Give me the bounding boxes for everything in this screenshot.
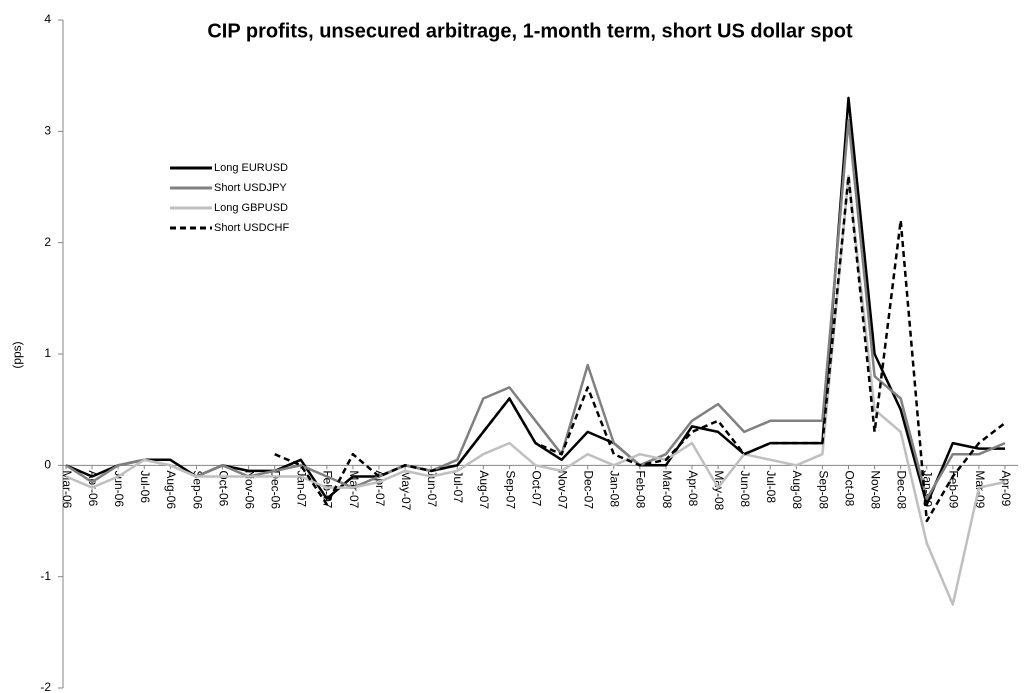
- x-tick-label: Oct-06: [216, 470, 230, 506]
- x-tick-label: Jun-08: [738, 470, 752, 507]
- y-tick-label: 3: [44, 124, 51, 138]
- x-tick-label: Aug-07: [477, 470, 491, 509]
- x-tick-label: Sep-08: [816, 470, 830, 509]
- x-tick-label: Sep-06: [190, 470, 204, 509]
- x-tick-label: Jun-06: [112, 470, 126, 507]
- x-tick-label: Nov-06: [242, 470, 256, 509]
- y-tick-label: 0: [44, 458, 51, 472]
- x-tick-label: Nov-08: [868, 470, 882, 509]
- series-line: [65, 174, 1006, 606]
- x-tick-label: May-08: [712, 470, 726, 510]
- y-tick-label: 1: [44, 346, 51, 360]
- x-tick-label: Mar-06: [60, 470, 74, 508]
- x-tick-label: Apr-08: [686, 470, 700, 506]
- x-tick-label: Oct-07: [529, 470, 543, 506]
- x-tick-label: Feb-09: [947, 470, 961, 508]
- x-tick-label: Apr-09: [999, 470, 1013, 506]
- x-tick-label: Oct-08: [842, 470, 856, 506]
- legend-label: Short USDCHF: [214, 222, 289, 234]
- legend-label: Long GBPUSD: [214, 202, 288, 214]
- series-line: [274, 174, 1006, 523]
- x-tick-label: Sep-07: [503, 470, 517, 509]
- x-tick-label: Feb-07: [321, 470, 335, 508]
- y-tick-label: -1: [40, 569, 51, 583]
- x-tick-label: Dec-06: [268, 470, 282, 509]
- y-axis-label: (pps): [10, 341, 24, 368]
- x-tick-label: Jun-07: [425, 470, 439, 507]
- x-tick-label: Aug-06: [164, 470, 178, 509]
- x-tick-label: Jul-08: [764, 470, 778, 503]
- legend-label: Long EURUSD: [214, 162, 288, 174]
- x-tick-label: Feb-08: [634, 470, 648, 508]
- y-tick-label: -2: [40, 680, 51, 693]
- x-tick-label: Aug-08: [790, 470, 804, 509]
- chart-title: CIP profits, unsecured arbitrage, 1-mont…: [207, 20, 853, 42]
- x-tick-label: Dec-07: [581, 470, 595, 509]
- x-tick-label: Jul-07: [451, 470, 465, 503]
- x-tick-label: May-07: [399, 470, 413, 510]
- y-tick-label: 4: [44, 12, 51, 26]
- x-tick-label: Mar-08: [660, 470, 674, 508]
- x-tick-label: Jan-08: [608, 470, 622, 507]
- series-line: [65, 118, 1006, 500]
- x-tick-label: Jul-06: [138, 470, 152, 503]
- y-tick-label: 2: [44, 235, 51, 249]
- x-tick-label: Dec-08: [894, 470, 908, 509]
- legend-label: Short USDJPY: [214, 182, 287, 194]
- x-tick-label: Nov-07: [555, 470, 569, 509]
